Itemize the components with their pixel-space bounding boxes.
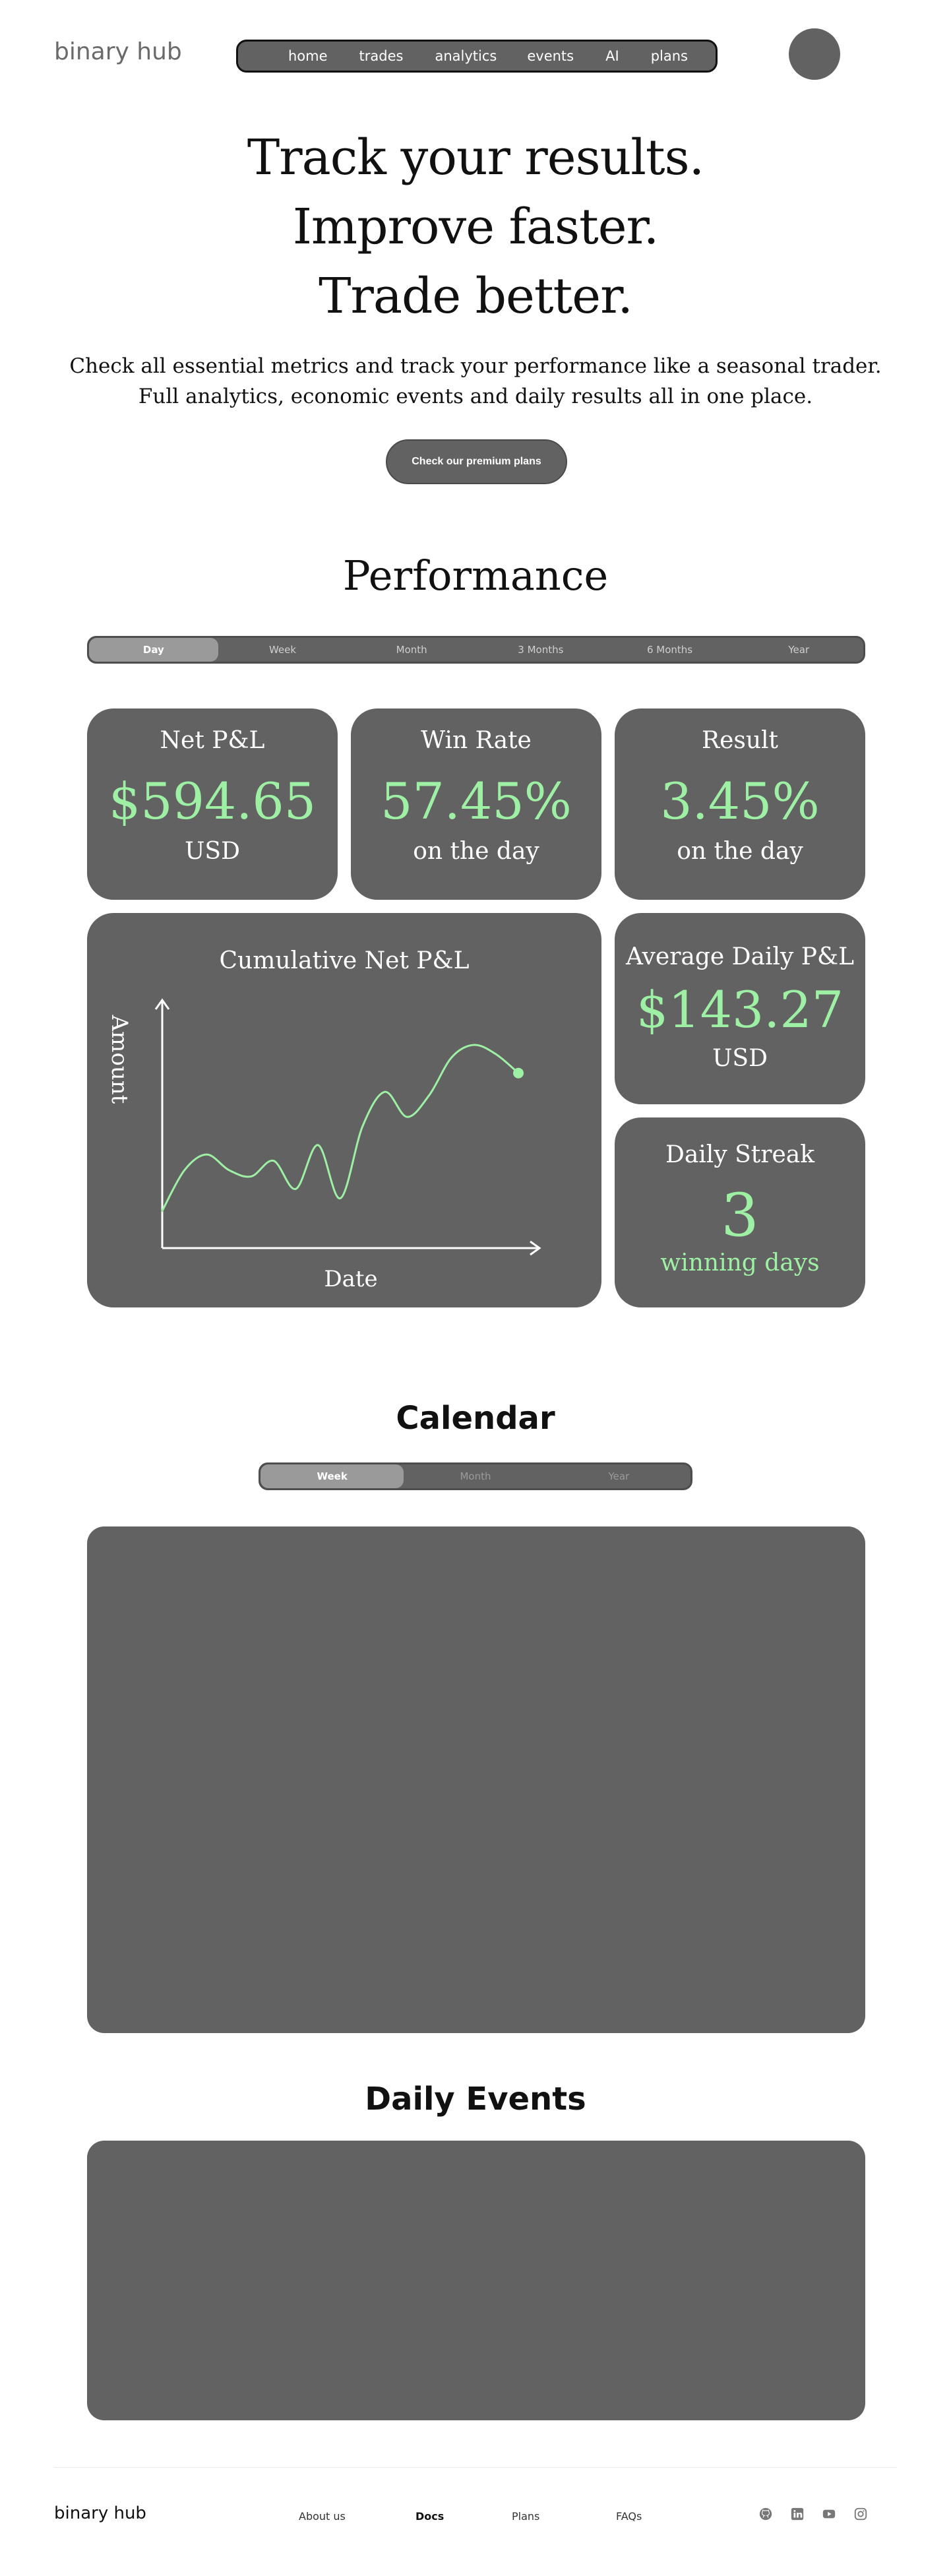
daily-streak-sub: winning days	[660, 1249, 820, 1276]
daily-streak-title: Daily Streak	[665, 1141, 815, 1168]
pnl-series-line	[161, 1044, 520, 1212]
period-year[interactable]: Year	[788, 644, 810, 656]
daily-events-panel	[87, 2141, 865, 2420]
nav-trades[interactable]: trades	[359, 48, 404, 64]
footer-logo[interactable]: binary hub	[54, 2503, 146, 2523]
footer-link-about[interactable]: About us	[299, 2510, 346, 2523]
linkedin-icon[interactable]	[790, 2507, 805, 2521]
period-6-months[interactable]: 6 Months	[646, 644, 693, 656]
footer-divider	[54, 2467, 897, 2468]
calendar-period-week[interactable]: Week	[261, 1464, 404, 1488]
period-day[interactable]: Day	[89, 638, 218, 662]
avg-daily-value: $143.27	[636, 980, 844, 1039]
cumulative-pnl-card: Cumulative Net P&L Amount Date	[87, 913, 601, 1307]
result-value: 3.45%	[660, 772, 820, 831]
avg-daily-title: Average Daily P&L	[626, 943, 854, 970]
premium-plans-button[interactable]: Check our premium plans	[386, 439, 567, 484]
hero-subtitle-line-1: Check all essential metrics and track yo…	[69, 354, 882, 378]
x-axis	[162, 1240, 541, 1256]
github-icon[interactable]	[758, 2507, 773, 2521]
avg-daily-currency: USD	[712, 1045, 768, 1072]
hero-title-line-1: Track your results.	[247, 129, 704, 186]
calendar-period-selector: Week Month Year	[259, 1462, 692, 1490]
hero-title-line-3: Trade better.	[319, 268, 633, 325]
win-rate-card: Win Rate 57.45% on the day	[351, 708, 601, 900]
calendar-period-month[interactable]: Month	[460, 1470, 491, 1482]
y-axis-label: Amount	[106, 1015, 133, 1104]
net-pnl-title: Net P&L	[160, 727, 265, 754]
performance-period-selector: Day Week Month 3 Months 6 Months Year	[87, 636, 865, 664]
period-3-months[interactable]: 3 Months	[518, 644, 564, 656]
win-rate-value: 57.45%	[381, 772, 572, 831]
nav-home[interactable]: home	[288, 48, 328, 64]
net-pnl-currency: USD	[185, 838, 240, 865]
period-month[interactable]: Month	[396, 644, 427, 656]
win-rate-sub: on the day	[413, 838, 539, 865]
performance-title: Performance	[342, 551, 609, 600]
nav-analytics[interactable]: analytics	[435, 48, 497, 64]
y-axis	[154, 998, 170, 1248]
hero-subtitle-line-2: Full analytics, economic events and dail…	[138, 385, 813, 408]
nav-ai[interactable]: AI	[605, 48, 619, 64]
x-axis-label: Date	[324, 1266, 377, 1292]
main-nav: home trades analytics events AI plans	[236, 40, 718, 73]
daily-events-title: Daily Events	[365, 2081, 586, 2118]
footer-link-docs[interactable]: Docs	[415, 2510, 445, 2523]
footer-link-faqs[interactable]: FAQs	[616, 2510, 642, 2523]
chart-title: Cumulative Net P&L	[219, 947, 470, 974]
hero-title-line-2: Improve faster.	[292, 199, 660, 255]
instagram-icon[interactable]	[853, 2507, 868, 2521]
youtube-icon[interactable]	[822, 2507, 836, 2521]
period-week[interactable]: Week	[268, 644, 297, 656]
result-sub: on the day	[677, 838, 803, 865]
win-rate-title: Win Rate	[421, 727, 532, 754]
nav-events[interactable]: events	[527, 48, 574, 64]
net-pnl-card: Net P&L $594.65 USD	[87, 708, 338, 900]
result-title: Result	[701, 727, 779, 754]
pnl-series-endpoint	[513, 1067, 524, 1079]
cumulative-pnl-chart: Amount Date	[106, 998, 541, 1292]
net-pnl-value: $594.65	[108, 772, 317, 831]
daily-streak-card: Daily Streak 3 winning days	[615, 1117, 865, 1307]
calendar-title: Calendar	[396, 1400, 555, 1437]
daily-streak-value: 3	[721, 1181, 759, 1250]
nav-plans[interactable]: plans	[650, 48, 688, 64]
result-card: Result 3.45% on the day	[615, 708, 865, 900]
footer-link-plans[interactable]: Plans	[512, 2510, 540, 2523]
calendar-period-year[interactable]: Year	[608, 1470, 630, 1482]
avatar[interactable]	[789, 28, 840, 80]
brand-logo[interactable]: binary hub	[54, 38, 182, 65]
calendar-panel	[87, 1526, 865, 2033]
avg-daily-pnl-card: Average Daily P&L $143.27 USD	[615, 913, 865, 1104]
